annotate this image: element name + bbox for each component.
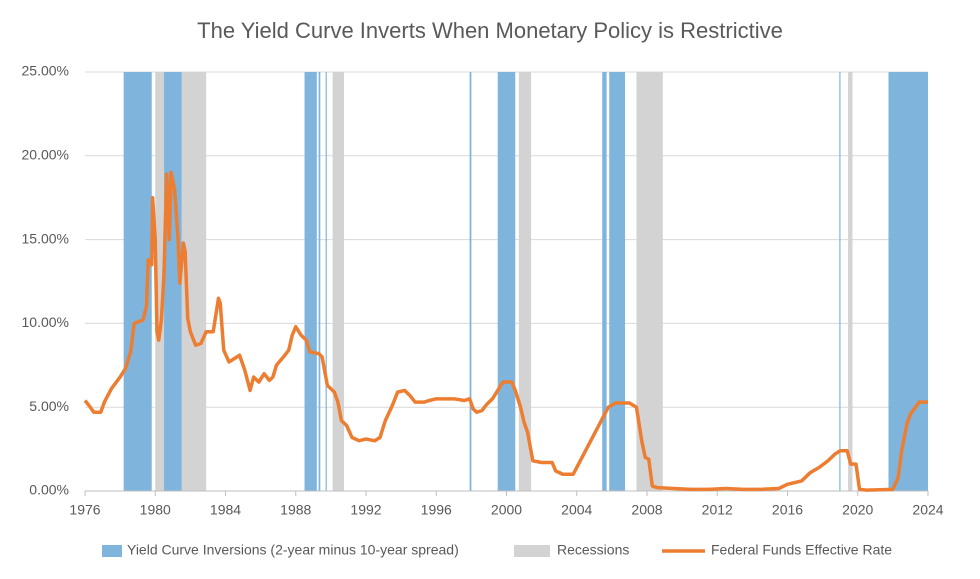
x-tick-label: 2008 bbox=[631, 502, 662, 518]
legend-swatch bbox=[514, 545, 550, 557]
inversion-band bbox=[602, 72, 607, 491]
legend-label: Federal Funds Effective Rate bbox=[711, 542, 892, 558]
inversion-band bbox=[325, 72, 327, 491]
x-tick-label: 2024 bbox=[912, 502, 943, 518]
recession-band bbox=[636, 72, 663, 491]
x-tick-label: 1992 bbox=[350, 502, 381, 518]
x-tick-label: 1988 bbox=[280, 502, 311, 518]
legend-label: Recessions bbox=[557, 542, 629, 558]
series-line bbox=[83, 170, 928, 492]
x-tick-label: 2016 bbox=[772, 502, 803, 518]
chart-title: The Yield Curve Inverts When Monetary Po… bbox=[197, 18, 783, 43]
x-tick-label: 2020 bbox=[842, 502, 873, 518]
inversion-band bbox=[318, 72, 321, 491]
recession-band bbox=[332, 72, 345, 491]
x-tick-label: 1980 bbox=[140, 502, 171, 518]
recession-band bbox=[518, 72, 532, 491]
inversion-band bbox=[304, 72, 317, 491]
inversion-band bbox=[888, 72, 928, 491]
y-tick-label: 0.00% bbox=[29, 482, 69, 498]
y-tick-label: 20.00% bbox=[22, 147, 69, 163]
recession-band bbox=[155, 72, 165, 491]
y-tick-label: 15.00% bbox=[22, 230, 69, 246]
inversion-band bbox=[609, 72, 626, 491]
x-tick-label: 1996 bbox=[421, 502, 452, 518]
y-tick-label: 25.00% bbox=[22, 63, 69, 79]
legend-swatch bbox=[102, 545, 122, 557]
x-tick-label: 1976 bbox=[69, 502, 100, 518]
inversion-band bbox=[497, 72, 516, 491]
y-tick-label: 5.00% bbox=[29, 398, 69, 414]
x-tick-label: 2004 bbox=[561, 502, 592, 518]
recession-band bbox=[848, 72, 853, 491]
inversion-band bbox=[839, 72, 841, 491]
x-tick-label: 2000 bbox=[491, 502, 522, 518]
inversion-band bbox=[469, 72, 472, 491]
legend-label: Yield Curve Inversions (2-year minus 10-… bbox=[127, 542, 459, 558]
x-tick-label: 2012 bbox=[702, 502, 733, 518]
x-tick-label: 1984 bbox=[210, 502, 241, 518]
y-tick-label: 10.00% bbox=[22, 314, 69, 330]
